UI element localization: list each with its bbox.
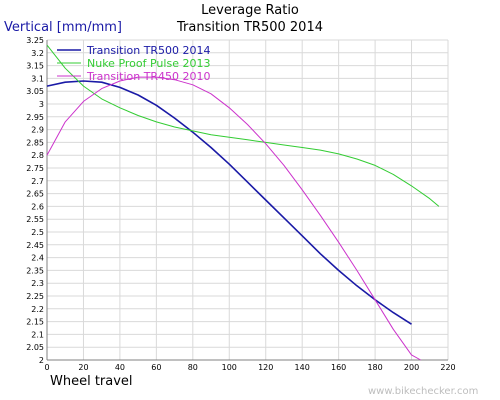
series-line-transition-tr450-2010 (46, 76, 421, 361)
y-tick-label: 2.35 (26, 266, 44, 275)
y-tick-label: 2.2 (31, 305, 44, 314)
x-tick-label: 60 (151, 363, 161, 372)
x-tick-label: 120 (258, 363, 273, 372)
x-tick-label: 180 (367, 363, 382, 372)
chart-subtitle: Transition TR500 2014 (176, 20, 323, 35)
y-tick-label: 2 (39, 356, 44, 365)
y-tick-label: 3.2 (31, 49, 44, 58)
y-tick-label: 2.7 (31, 177, 44, 186)
y-tick-label: 2.6 (31, 202, 44, 211)
y-tick-label: 2.65 (26, 190, 44, 199)
y-tick-label: 3.25 (26, 36, 44, 45)
x-tick-label: 160 (331, 363, 346, 372)
y-tick-label: 2.45 (26, 241, 44, 250)
y-axis-label: Vertical [mm/mm] (4, 20, 122, 35)
y-tick-label: 2.25 (26, 292, 44, 301)
x-tick-label: 140 (295, 363, 310, 372)
series-line-nuke-proof-pulse-2013 (46, 44, 440, 207)
y-tick-label: 2.15 (26, 318, 44, 327)
grid-lines (46, 39, 449, 361)
series-lines (46, 44, 440, 361)
x-tick-label: 100 (222, 363, 237, 372)
x-tick-label: 200 (404, 363, 419, 372)
y-tick-label: 2.3 (31, 279, 44, 288)
y-tick-label: 2.4 (31, 254, 44, 263)
chart-title: Leverage Ratio (201, 3, 299, 18)
x-axis-label: Wheel travel (50, 374, 133, 389)
axes (46, 40, 448, 361)
y-tick-label: 2.8 (31, 151, 44, 160)
y-tick-label: 3.05 (26, 87, 44, 96)
y-tick-label: 2.5 (31, 228, 44, 237)
y-tick-label: 3.15 (26, 62, 44, 71)
y-tick-label: 2.85 (26, 138, 44, 147)
watermark: www.bikechecker.com (368, 386, 479, 397)
y-tick-label: 3 (39, 100, 44, 109)
y-tick-label: 2.1 (31, 330, 44, 339)
y-tick-label: 3.1 (31, 74, 44, 83)
y-tick-label: 2.55 (26, 215, 44, 224)
y-tick-label: 2.95 (26, 113, 44, 122)
x-tick-label: 220 (440, 363, 455, 372)
legend-label: Nuke Proof Pulse 2013 (87, 57, 210, 70)
legend-label: Transition TR500 2014 (86, 44, 211, 57)
x-tick-label: 20 (78, 363, 88, 372)
y-tick-label: 2.9 (31, 126, 44, 135)
series-line-transition-tr500-2014 (46, 80, 412, 325)
legend-label: Transition TR450 2010 (86, 70, 211, 83)
y-tick-label: 2.75 (26, 164, 44, 173)
x-tick-label: 80 (188, 363, 198, 372)
y-tick-label: 2.05 (26, 343, 44, 352)
x-tick-label: 0 (44, 363, 49, 372)
tick-labels: 0 20 40 60 80 100 120 140 160 180 200 220 2 2.05 2.1 2.… (26, 36, 455, 372)
x-tick-label: 40 (115, 363, 125, 372)
plot-background (47, 40, 448, 360)
